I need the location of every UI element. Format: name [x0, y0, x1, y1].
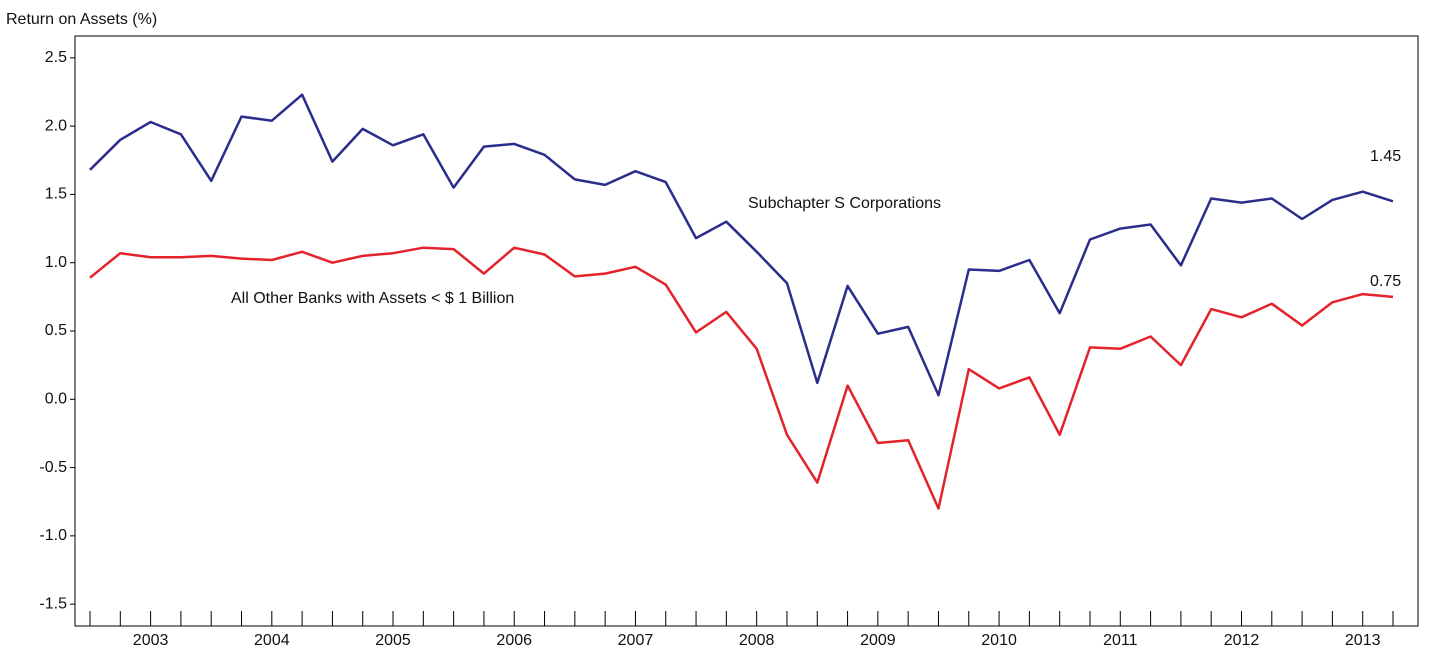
y-tick-label: 2.0 [45, 117, 67, 134]
y-tick-label: 1.0 [45, 254, 67, 271]
y-tick-label: 1.5 [45, 186, 67, 203]
x-tick-label: 2009 [860, 632, 896, 649]
series-line [89, 93, 1394, 397]
x-tick-label: 2008 [739, 632, 775, 649]
y-tick-label: -1.0 [39, 527, 67, 544]
x-tick-label: 2010 [981, 632, 1017, 649]
y-tick-label: 2.5 [45, 49, 67, 66]
value-label: 0.75 [1370, 273, 1401, 290]
y-tick-label: -0.5 [39, 459, 67, 476]
x-tick-label: 2007 [618, 632, 654, 649]
x-tick-label: 2011 [1103, 632, 1138, 649]
y-tick-label: 0.5 [45, 322, 67, 339]
x-tick-label: 2012 [1224, 632, 1260, 649]
x-tick-label: 2006 [496, 632, 532, 649]
x-tick-label: 2003 [133, 632, 169, 649]
x-tick-label: 2005 [375, 632, 411, 649]
series-line [89, 246, 1394, 510]
series-label: Subchapter S Corporations [748, 195, 941, 212]
y-tick-label: 0.0 [45, 391, 67, 408]
series-label: All Other Banks with Assets < $ 1 Billio… [231, 290, 514, 307]
value-label: 1.45 [1370, 148, 1401, 165]
x-tick-label: 2013 [1345, 632, 1381, 649]
plot-frame [74, 35, 1419, 627]
y-tick-label: -1.5 [39, 595, 67, 612]
y-axis-label: Return on Assets (%) [6, 11, 157, 28]
x-tick-label: 2004 [254, 632, 290, 649]
